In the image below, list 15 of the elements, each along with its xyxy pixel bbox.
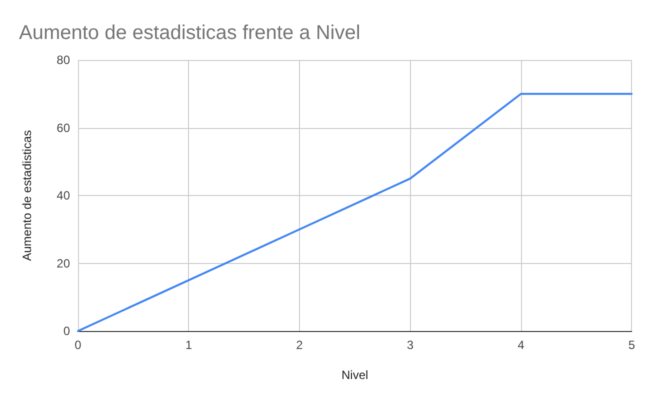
y-tick-label: 20: [56, 256, 70, 270]
x-tick-label: 4: [518, 338, 525, 352]
line-series: [77, 92, 633, 332]
y-axis-title: Aumento de estadisticas: [20, 130, 34, 261]
x-tick-label: 1: [185, 338, 192, 352]
y-tick-label: 60: [56, 120, 70, 135]
x-tick-label: 3: [406, 338, 414, 352]
x-tick-label: 5: [628, 338, 636, 352]
x-tick-label: 2: [296, 338, 304, 352]
y-tick-label: 0: [63, 324, 70, 338]
y-tick-label: 40: [56, 188, 70, 202]
y-tick-label: 80: [56, 53, 70, 67]
chart-title: Aumento de estadisticas frente a Nivel: [19, 22, 360, 44]
x-tick-label: 0: [74, 338, 82, 352]
x-axis-title: Nivel: [341, 368, 368, 382]
